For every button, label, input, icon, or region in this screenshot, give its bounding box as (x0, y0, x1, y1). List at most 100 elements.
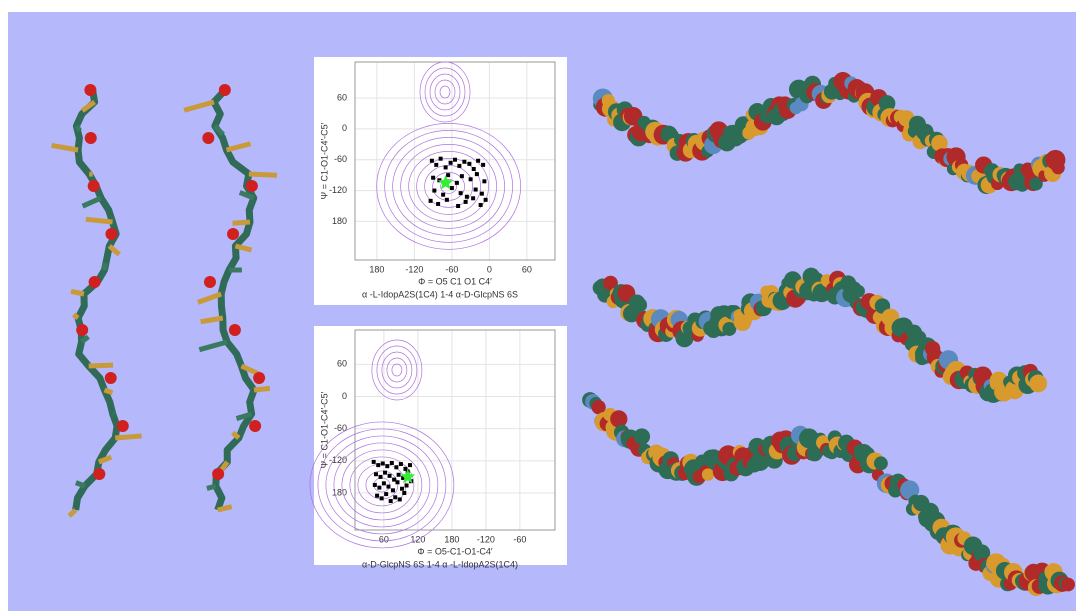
y-tick-label: 180 (332, 216, 347, 226)
molecule-stick (86, 219, 113, 222)
y-axis-label: Ψ = C1-O1-C4′-C5′ (319, 122, 329, 199)
scatter-point (441, 193, 445, 197)
y-axis-label: Ψ = C1-O1-C4′-C5′ (319, 391, 329, 468)
atom (204, 276, 216, 288)
scatter-point (475, 172, 479, 176)
scatter-point (457, 164, 461, 168)
scatter-point (479, 203, 483, 207)
scatter-point (469, 177, 473, 181)
atom (1052, 161, 1065, 174)
x-tick-label: 0 (487, 264, 492, 274)
atom (853, 285, 865, 297)
scatter-point (378, 475, 382, 479)
scatter-point (405, 483, 409, 487)
scatter-point (460, 174, 464, 178)
atom (1061, 578, 1075, 592)
molecule-stick (104, 263, 105, 270)
atom (117, 420, 129, 432)
atom (93, 468, 105, 480)
scatter-point (444, 165, 448, 169)
scatter-point (381, 462, 385, 466)
y-tick-label: -120 (329, 455, 347, 465)
page: 180 -120 -60 0 60 60 0 -60 -120 180 Φ = O5 C1 O1 C… (0, 0, 1076, 611)
y-tick-label: 0 (342, 123, 347, 133)
atom (874, 456, 888, 470)
atom (253, 372, 265, 384)
molecule-stick (115, 436, 141, 438)
scatter-point (377, 486, 381, 490)
scatter-point (382, 481, 386, 485)
x-tick-label: 60 (379, 534, 389, 544)
y-tick-label: -60 (334, 423, 347, 433)
scatter-point (456, 204, 460, 208)
caption: α -L-IdopA2S(1C4) 1-4 α-D-GlcpNS 6S (362, 289, 518, 299)
scatter-point (459, 191, 463, 195)
scatter-point (408, 463, 412, 467)
atom (634, 428, 650, 444)
molecule-stick (207, 486, 216, 488)
scatter-point (465, 195, 469, 199)
scatter-point (389, 499, 393, 503)
atom (105, 372, 117, 384)
molecule-stick (218, 507, 232, 510)
x-tick-label: -60 (513, 534, 526, 544)
y-tick-label: 60 (337, 92, 347, 102)
scatter-point (400, 487, 404, 491)
atom (88, 180, 100, 192)
scatter-point (374, 472, 378, 476)
scatter-point (467, 162, 471, 166)
scatter-point (455, 181, 459, 185)
x-tick-label: 60 (522, 264, 532, 274)
atom (1029, 375, 1047, 393)
x-axis-label: Φ = O5-C1-O1-C4′ (417, 546, 492, 556)
caption: α-D-GlcpNS 6S 1-4 α -L-IdopA2S(1C4) (362, 559, 518, 569)
scatter-point (434, 163, 438, 167)
atom (229, 324, 241, 336)
scatter-point (375, 494, 379, 498)
scatter-point (476, 159, 480, 163)
scatter-point (484, 198, 488, 202)
x-tick-label: 180 (444, 534, 459, 544)
scatter-point (471, 196, 475, 200)
x-tick-label: 180 (369, 264, 384, 274)
scatter-point (399, 462, 403, 466)
plot-panel (314, 326, 567, 565)
scatter-point (383, 471, 387, 475)
scatter-point (480, 192, 484, 196)
scatter-point (450, 186, 454, 190)
scatter-point (446, 173, 450, 177)
atom (89, 276, 101, 288)
atom (610, 410, 627, 427)
scatter-point (394, 465, 398, 469)
atom (202, 132, 214, 144)
atom (212, 468, 224, 480)
scatter-point (391, 488, 395, 492)
scatter-point (373, 483, 377, 487)
scatter-point (385, 464, 389, 468)
scatter-point (398, 497, 402, 501)
molecule-stick (76, 126, 79, 131)
scatter-point (449, 161, 453, 165)
scatter-point (432, 189, 436, 193)
scatter-point (445, 198, 449, 202)
scatter-point (474, 188, 478, 192)
scatter-point (429, 199, 433, 203)
scatter-point (453, 158, 457, 162)
x-tick-label: -120 (405, 264, 423, 274)
atom (105, 228, 117, 240)
molecule-stick (232, 222, 249, 223)
y-tick-label: -120 (329, 185, 347, 195)
molecule-stick (76, 483, 85, 486)
scatter-point (402, 491, 406, 495)
scatter-point (388, 474, 392, 478)
scatter-point (384, 492, 388, 496)
atom (76, 324, 88, 336)
scatter-point (436, 202, 440, 206)
atom (227, 228, 239, 240)
x-tick-label: -60 (445, 264, 458, 274)
atom (249, 420, 261, 432)
scatter-point (472, 167, 476, 171)
figure: 180 -120 -60 0 60 60 0 -60 -120 180 Φ = O5 C1 O1 C… (0, 0, 1076, 611)
atom (246, 180, 258, 192)
x-axis-label: Φ = O5 C1 O1 C4′ (418, 276, 492, 286)
